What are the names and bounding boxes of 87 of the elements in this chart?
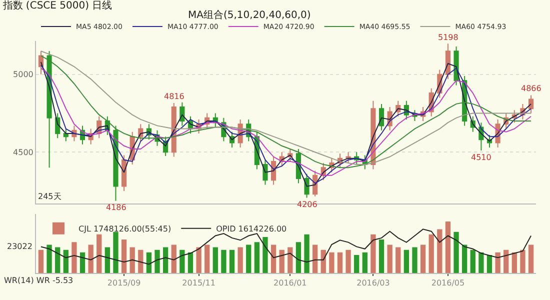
bar bbox=[55, 247, 60, 273]
candlestick bbox=[180, 102, 185, 126]
bar bbox=[130, 247, 135, 273]
bar bbox=[212, 247, 218, 273]
bar bbox=[80, 252, 86, 273]
bar bbox=[412, 247, 418, 273]
bar bbox=[378, 240, 384, 273]
bar bbox=[146, 252, 152, 273]
y-tick-label: 4500 bbox=[13, 148, 34, 157]
candlestick bbox=[304, 173, 310, 198]
bar bbox=[428, 234, 434, 273]
text: MA组合(5,10,20,40,60,0) bbox=[188, 9, 311, 21]
bar bbox=[329, 252, 334, 273]
bar bbox=[238, 247, 243, 273]
annotation: 5198 bbox=[438, 33, 458, 42]
bar bbox=[121, 240, 127, 273]
annotation: 245天 bbox=[38, 192, 62, 201]
text: WR(14) WR -5.53 bbox=[4, 276, 74, 285]
x-tick-label: 2015/11 bbox=[182, 278, 216, 288]
bar bbox=[437, 229, 442, 273]
x-tick-label: 2016/01 bbox=[274, 278, 307, 288]
bar bbox=[512, 252, 517, 273]
bar bbox=[88, 244, 94, 273]
bar bbox=[337, 252, 343, 273]
x-tick-label: 2016/03 bbox=[356, 278, 390, 288]
bar bbox=[362, 252, 368, 273]
bar bbox=[520, 250, 526, 273]
legend-label: CJL 1748126.00(55:45) bbox=[78, 224, 172, 234]
bar bbox=[254, 242, 260, 273]
candlestick bbox=[378, 103, 384, 131]
bar bbox=[270, 244, 276, 273]
bar bbox=[196, 247, 202, 273]
candlestick bbox=[63, 128, 68, 142]
bar bbox=[154, 250, 160, 273]
candlestick bbox=[528, 94, 534, 114]
bar bbox=[104, 247, 110, 273]
text: 23022 bbox=[7, 242, 32, 251]
annotation: 4186 bbox=[106, 203, 126, 212]
bar bbox=[138, 250, 144, 273]
bar bbox=[38, 250, 44, 273]
bar bbox=[221, 250, 226, 273]
bar bbox=[288, 247, 293, 273]
bar bbox=[454, 232, 459, 273]
bar bbox=[486, 254, 492, 273]
bar bbox=[72, 242, 77, 273]
bar bbox=[63, 250, 68, 273]
bar bbox=[171, 244, 176, 273]
bar bbox=[528, 244, 534, 273]
bar bbox=[204, 244, 210, 273]
bar bbox=[478, 252, 484, 273]
bar bbox=[312, 244, 318, 273]
bar bbox=[262, 236, 268, 273]
bar bbox=[387, 244, 392, 273]
bar bbox=[495, 252, 500, 273]
annotation: 4866 bbox=[521, 84, 542, 93]
bar bbox=[420, 244, 426, 273]
bar bbox=[462, 244, 468, 273]
bar bbox=[246, 244, 252, 273]
bar bbox=[296, 242, 302, 273]
bar bbox=[445, 222, 451, 273]
legend-label: OPID 1614226.00 bbox=[216, 224, 287, 234]
bar bbox=[229, 250, 235, 273]
bar bbox=[320, 250, 326, 273]
candlestick bbox=[122, 154, 127, 192]
bar bbox=[304, 234, 310, 273]
bar bbox=[354, 254, 360, 273]
y-tick-label: 5000 bbox=[13, 70, 34, 80]
bar bbox=[470, 250, 476, 273]
bar bbox=[180, 250, 185, 273]
bar bbox=[162, 247, 168, 273]
bar bbox=[346, 250, 351, 273]
chart-title: 指数 (CSCE 5000) 日线 bbox=[2, 0, 112, 12]
bar bbox=[188, 252, 194, 273]
bar bbox=[370, 234, 376, 273]
bar bbox=[279, 250, 284, 273]
bar bbox=[46, 244, 52, 273]
bar bbox=[113, 232, 118, 273]
x-tick-label: 2016/05 bbox=[431, 278, 465, 288]
bar bbox=[96, 234, 102, 273]
bar bbox=[396, 247, 401, 273]
annotation: 4816 bbox=[164, 92, 184, 101]
x-tick-label: 2015/09 bbox=[107, 278, 141, 288]
bar bbox=[504, 250, 509, 273]
candlestick bbox=[445, 43, 450, 80]
bar bbox=[404, 250, 410, 273]
annotation: 4510 bbox=[471, 153, 492, 162]
annotation: 4206 bbox=[297, 200, 318, 209]
